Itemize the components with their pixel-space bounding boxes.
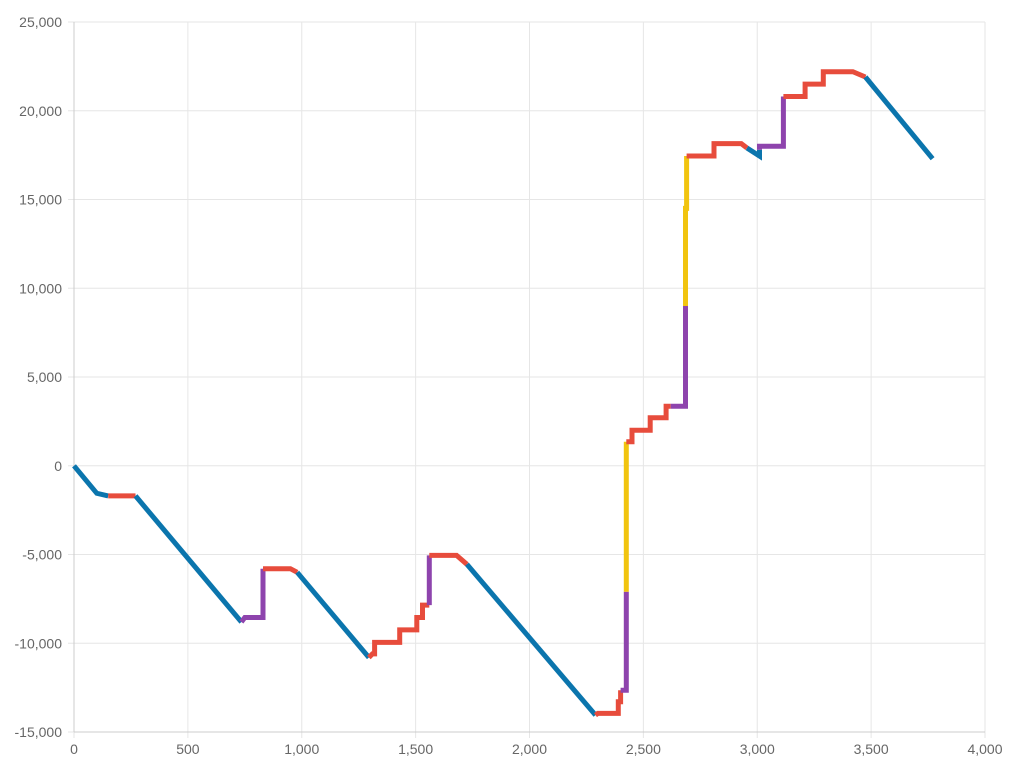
series-segment-purple (239, 568, 266, 624)
series-segment-blue (295, 570, 371, 660)
x-tick-label: 0 (70, 741, 78, 757)
x-tick-label: 3,000 (740, 741, 775, 757)
series-segment-red (626, 403, 671, 445)
x-tick-label: 2,000 (512, 741, 547, 757)
x-tick-label: 1,000 (284, 741, 319, 757)
series-segment-purple (757, 96, 786, 150)
series-segment-red (594, 690, 624, 718)
series-segment-red (686, 141, 749, 159)
y-tick-label: 0 (54, 458, 62, 474)
axes (73, 22, 985, 733)
x-tick-label: 2,500 (626, 741, 661, 757)
y-tick-label: 15,000 (19, 192, 62, 208)
y-tick-label: 25,000 (19, 14, 62, 30)
y-tick-label: -10,000 (15, 635, 63, 651)
series-segment-blue (72, 464, 109, 499)
x-tick-label: 1,500 (398, 741, 433, 757)
series-segment-red (429, 552, 469, 567)
x-tick-label: 3,500 (854, 741, 889, 757)
y-tick-label: -5,000 (22, 547, 62, 563)
y-tick-label: -15,000 (15, 724, 63, 740)
series-segment-red (367, 602, 430, 660)
series-segment-blue (745, 145, 762, 161)
series-segment-yellow (683, 156, 690, 306)
series-segment-blue (133, 494, 244, 624)
series-segment-red (263, 566, 299, 575)
series-segment-purple (620, 591, 629, 693)
y-tick-label: 5,000 (27, 369, 62, 385)
data-series (72, 69, 935, 718)
y-tick-label: 20,000 (19, 103, 62, 119)
series-segment-blue (863, 75, 935, 161)
y-tick-label: 10,000 (19, 280, 62, 296)
x-tick-label: 4,000 (967, 741, 1002, 757)
series-segment-red (783, 69, 867, 99)
y-axis-tick-labels: -15,000 -10,000 -5,000 0 5,000 10,000 15,000 20… (15, 14, 63, 740)
series-segment-purple (670, 306, 688, 409)
x-tick-label: 500 (176, 741, 200, 757)
grid-lines (68, 21, 986, 738)
series-segment-blue (464, 562, 598, 717)
x-axis-tick-labels: 0 500 1,000 1,500 2,000 2,500 3,000 3,500 4,000 (70, 741, 1003, 757)
